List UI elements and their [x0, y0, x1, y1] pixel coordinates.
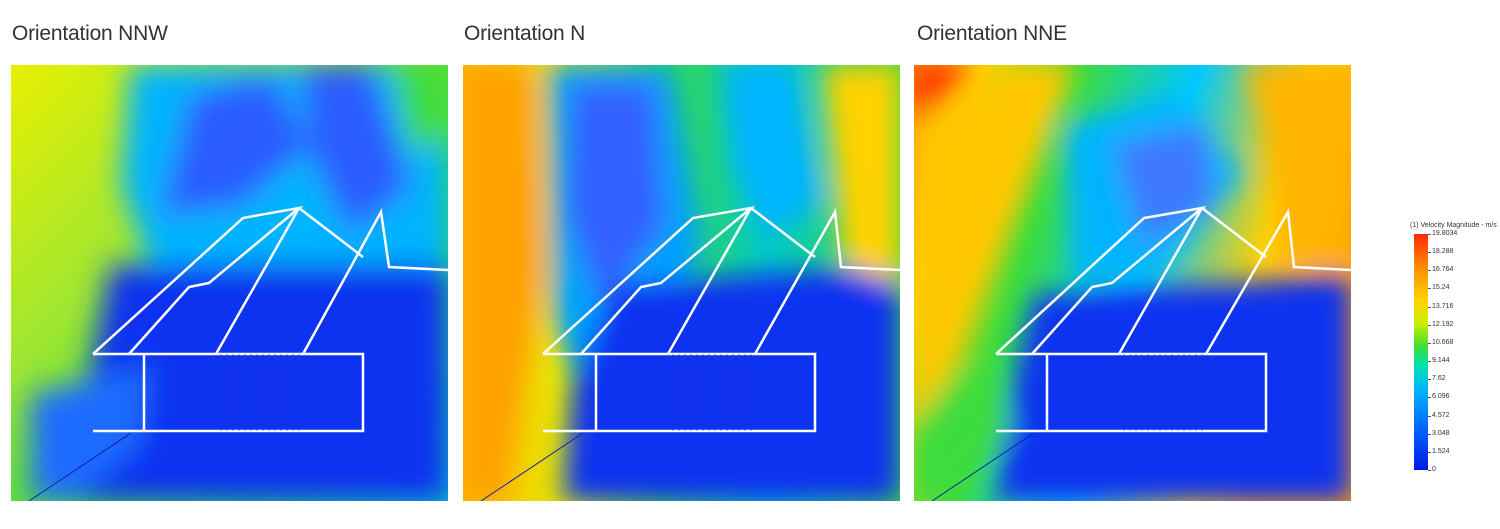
velocity-legend: (1) Velocity Magnitude - m/s 19.8034 18.2…: [1408, 222, 1500, 482]
legend-tick-label: 19.8034: [1427, 230, 1458, 237]
legend-tick-label: 9.144: [1428, 357, 1450, 365]
legend-tick-label: 12.192: [1427, 320, 1454, 328]
legend-tick-label: 0: [1428, 466, 1436, 473]
velocity-map-n: [463, 65, 900, 501]
legend-title: (1) Velocity Magnitude - m/s: [1410, 222, 1497, 229]
legend-tick-label: 18.288: [1427, 248, 1454, 256]
legend-color-bar: [1414, 234, 1428, 470]
legend-tick-label: 15.24: [1428, 284, 1450, 292]
legend-tick-label: 1.524: [1428, 447, 1450, 455]
legend-tick-label: 6.096: [1428, 393, 1450, 401]
legend-tick-label: 3.048: [1428, 429, 1450, 437]
legend-tick-label: 13.716: [1427, 302, 1454, 310]
legend-tick-label: 7.62: [1428, 375, 1446, 383]
legend-tick-label: 4.572: [1428, 411, 1450, 419]
velocity-map-nne: [914, 65, 1351, 501]
velocity-map-nnw: [11, 65, 448, 501]
panel-title-nnw: Orientation NNW: [12, 22, 168, 45]
legend-tick-label: 16.764: [1427, 266, 1454, 274]
legend-tick-label: 10.668: [1427, 338, 1454, 346]
panel-title-nne: Orientation NNE: [917, 22, 1067, 45]
panel-title-n: Orientation N: [464, 22, 586, 45]
